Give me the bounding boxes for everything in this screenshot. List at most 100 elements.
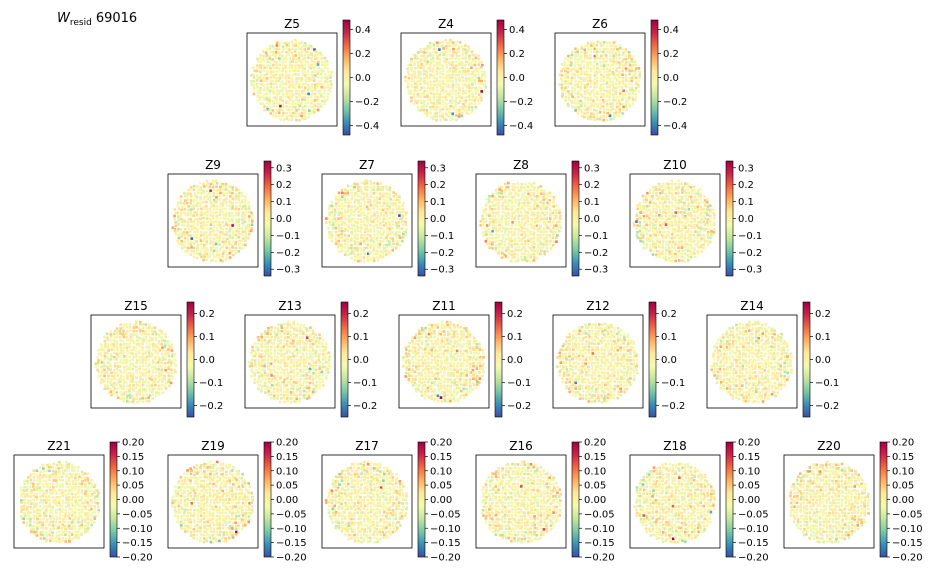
panel-title: Z20 [817, 439, 841, 453]
colorbar-tick-label: −0.2 [199, 401, 223, 412]
colorbar-tick-label: 0.2 [353, 309, 369, 320]
colorbar [417, 160, 426, 277]
colorbar-tick-label: 0.1 [661, 332, 677, 343]
colorbar-tick-label: 0.15 [892, 452, 914, 463]
colorbar-tick-label: 0.0 [661, 355, 677, 366]
colorbar-tick-label: −0.15 [892, 538, 923, 549]
colorbar-tick-label: −0.10 [892, 524, 923, 535]
panel-z7: Z7 0.3 0.2 0.1 0.0 −0.1 −0.2 −0.3 [321, 158, 454, 277]
colorbar-tick-label: 0.4 [663, 25, 679, 36]
colorbar-tick-label: 0.05 [584, 481, 606, 492]
colorbar-tick-label: −0.2 [509, 97, 533, 108]
panel-z18: Z18 0.20 0.15 0.10 0.05 0.00 −0.05 −0.10 −0.15 −0… [629, 438, 769, 564]
colorbar-tick-label: 0.3 [430, 163, 446, 174]
colorbar-tick-label: −0.3 [584, 265, 608, 276]
colorbar-tick-label: 0.2 [430, 180, 446, 191]
colorbar-tick-label: 0.05 [430, 481, 452, 492]
colorbar-tick-label: 0.1 [430, 197, 446, 208]
colorbar-tick-label: 0.0 [509, 73, 525, 84]
colorbar-tick-label: 0.20 [430, 438, 452, 449]
colorbar-tick-label: 0.1 [199, 332, 215, 343]
panel-z10: Z10 0.3 0.2 0.1 0.0 −0.1 −0.2 −0.3 [629, 158, 762, 277]
panel-title: Z9 [205, 158, 221, 172]
colorbar-tick-label: −0.05 [892, 509, 923, 520]
colorbar-tick-label: 0.00 [430, 495, 452, 506]
colorbar-tick-label: 0.0 [199, 355, 215, 366]
colorbar-tick-label: −0.15 [276, 538, 307, 549]
colorbar-tick-label: 0.10 [122, 466, 144, 477]
colorbar-tick-label: −0.4 [355, 121, 379, 132]
panel-grid: Z5 0.40.20.0−0.2−0.4Z4 0.40.20.0−0.2−0.4Z6… [13, 17, 923, 564]
residual-points [558, 40, 642, 122]
panel-z8: Z8 0.3 0.2 0.1 0.0 −0.1 −0.2 −0.3 [475, 158, 608, 277]
colorbar [342, 19, 351, 136]
colorbar-tick-label: 0.15 [276, 452, 298, 463]
residual-points [171, 460, 254, 544]
colorbar [109, 441, 118, 558]
residual-points [94, 320, 177, 404]
colorbar [263, 160, 272, 277]
colorbar-tick-label: −0.05 [276, 509, 307, 520]
colorbar-tick-label: −0.2 [661, 401, 685, 412]
colorbar-tick-label: 0.1 [738, 197, 754, 208]
colorbar-tick-label: −0.2 [507, 401, 531, 412]
panel-z4: Z4 0.4 0.2 0.0 −0.2 −0.4 [400, 17, 533, 136]
panel-title: Z21 [47, 439, 71, 453]
colorbar [263, 441, 272, 558]
colorbar-tick-label: 0.1 [815, 332, 831, 343]
colorbar-tick-label: 0.00 [738, 495, 760, 506]
colorbar-tick-label: −0.2 [738, 248, 762, 259]
colorbar-tick-label: −0.3 [430, 265, 454, 276]
colorbar-tick-label: 0.05 [738, 481, 760, 492]
colorbar-tick-label: −0.3 [738, 265, 762, 276]
colorbar-tick-label: 0.20 [276, 438, 298, 449]
colorbar-tick-label: −0.10 [738, 524, 769, 535]
colorbar-tick-label: 0.15 [430, 452, 452, 463]
panel-z21: Z21 0.20 0.15 0.10 0.05 0.00 −0.05 −0.10 −0.15 −0… [13, 438, 153, 564]
colorbar-tick-label: −0.3 [276, 265, 300, 276]
colorbar-tick-label: 0.2 [355, 49, 371, 60]
residual-points [171, 179, 254, 263]
panel-z16: Z16 0.20 0.15 0.10 0.05 0.00 −0.05 −0.10 −0.15 −0… [475, 438, 615, 564]
colorbar-tick-label: −0.1 [199, 378, 223, 389]
colorbar-tick-label: 0.0 [276, 214, 292, 225]
colorbar-tick-label: −0.05 [430, 509, 461, 520]
colorbar-tick-label: −0.20 [276, 553, 307, 564]
colorbar-tick-label: −0.10 [122, 524, 153, 535]
colorbar-tick-label: −0.4 [663, 121, 687, 132]
colorbar-tick-label: 0.20 [584, 438, 606, 449]
colorbar-tick-label: −0.20 [738, 553, 769, 564]
colorbar-tick-label: 0.0 [353, 355, 369, 366]
colorbar-tick-label: −0.1 [584, 231, 608, 242]
colorbar-tick-label: 0.10 [738, 466, 760, 477]
colorbar-tick-label: −0.05 [738, 509, 769, 520]
panel-z11: Z11 0.2 0.1 0.0 −0.1 −0.2 [398, 299, 531, 418]
residual-points [248, 320, 331, 404]
residual-points [710, 320, 793, 404]
panel-z9: Z9 0.3 0.2 0.1 0.0 −0.1 −0.2 −0.3 [167, 158, 300, 277]
panel-z6: Z6 0.4 0.2 0.0 −0.2 −0.4 [554, 17, 687, 136]
colorbar-tick-label: −0.1 [276, 231, 300, 242]
panel-title: Z4 [438, 17, 454, 31]
colorbar-tick-label: 0.15 [584, 452, 606, 463]
colorbar-tick-label: 0.0 [430, 214, 446, 225]
colorbar-tick-label: 0.3 [276, 163, 292, 174]
colorbar-tick-label: 0.20 [892, 438, 914, 449]
colorbar [340, 301, 349, 418]
residual-points [19, 460, 100, 543]
colorbar-tick-label: 0.05 [122, 481, 144, 492]
colorbar [879, 441, 888, 558]
colorbar [417, 441, 426, 558]
panel-title: Z18 [663, 439, 687, 453]
panel-title: Z12 [586, 299, 610, 313]
colorbar-tick-label: −0.05 [122, 509, 153, 520]
panel-z13: Z13 0.2 0.1 0.0 −0.1 −0.2 [244, 299, 377, 418]
colorbar-tick-label: −0.2 [663, 97, 687, 108]
figure-title-id: 69016 [96, 11, 137, 26]
residual-points [402, 320, 485, 403]
colorbar-tick-label: −0.2 [815, 401, 839, 412]
colorbar-tick-label: 0.00 [276, 495, 298, 506]
residual-points [404, 38, 488, 122]
residual-points [633, 462, 716, 544]
colorbar [648, 301, 657, 418]
